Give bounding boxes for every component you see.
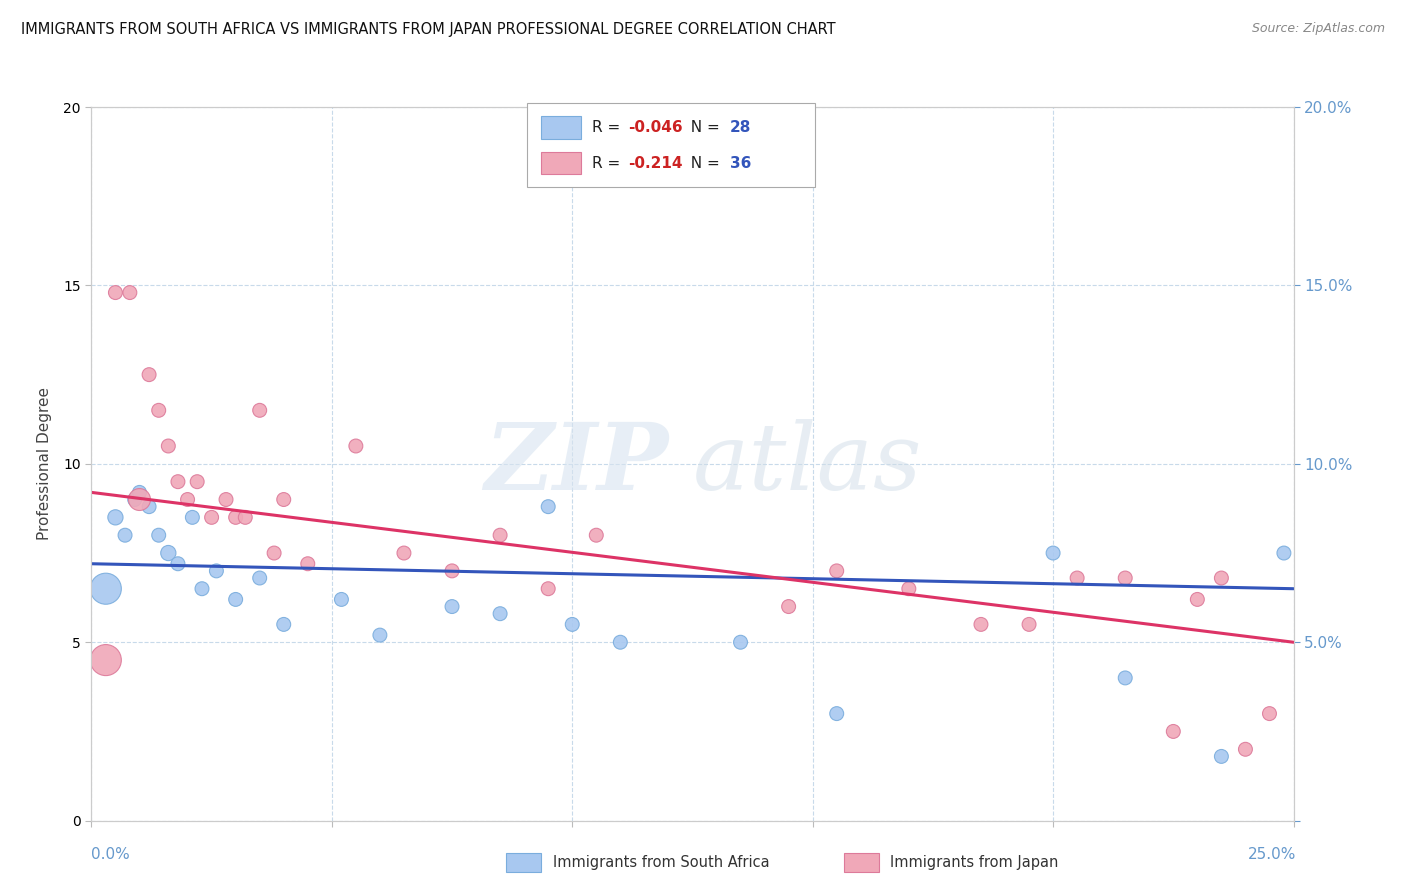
Point	[392, 546, 415, 560]
Text: Source: ZipAtlas.com: Source: ZipAtlas.com	[1251, 22, 1385, 36]
Point	[297, 557, 319, 571]
Point	[118, 285, 141, 300]
Text: N =: N =	[681, 120, 724, 135]
Point	[778, 599, 800, 614]
Point	[489, 528, 512, 542]
Text: IMMIGRANTS FROM SOUTH AFRICA VS IMMIGRANTS FROM JAPAN PROFESSIONAL DEGREE CORREL: IMMIGRANTS FROM SOUTH AFRICA VS IMMIGRAN…	[21, 22, 835, 37]
Text: 28: 28	[730, 120, 751, 135]
Text: R =: R =	[592, 156, 626, 170]
Point	[368, 628, 391, 642]
Point	[191, 582, 214, 596]
Point	[330, 592, 353, 607]
Point	[1114, 571, 1136, 585]
Point	[157, 546, 180, 560]
Point	[1018, 617, 1040, 632]
Point	[1234, 742, 1257, 756]
Point	[263, 546, 285, 560]
Point	[233, 510, 256, 524]
Point	[609, 635, 631, 649]
Point	[1066, 571, 1088, 585]
Point	[138, 368, 160, 382]
Point	[585, 528, 607, 542]
Point	[148, 403, 170, 417]
Text: atlas: atlas	[692, 419, 922, 508]
Point	[128, 492, 150, 507]
Point	[537, 582, 560, 596]
Point	[157, 439, 180, 453]
Point	[148, 528, 170, 542]
Point	[225, 510, 247, 524]
Point	[176, 492, 198, 507]
Text: 0.0%: 0.0%	[91, 847, 131, 862]
Text: 36: 36	[730, 156, 751, 170]
Point	[1187, 592, 1209, 607]
Text: R =: R =	[592, 120, 626, 135]
Point	[537, 500, 560, 514]
Point	[1211, 749, 1233, 764]
Point	[181, 510, 204, 524]
Point	[825, 564, 848, 578]
Point	[167, 475, 190, 489]
Point	[440, 599, 463, 614]
Point	[104, 510, 127, 524]
Point	[970, 617, 993, 632]
Point	[1161, 724, 1184, 739]
Text: N =: N =	[681, 156, 724, 170]
Point	[344, 439, 367, 453]
Point	[273, 492, 295, 507]
Point	[561, 617, 583, 632]
Text: Immigrants from Japan: Immigrants from Japan	[890, 855, 1059, 870]
Text: ZIP: ZIP	[484, 419, 668, 508]
Point	[825, 706, 848, 721]
Point	[215, 492, 238, 507]
Text: -0.046: -0.046	[628, 120, 683, 135]
Point	[205, 564, 228, 578]
Point	[225, 592, 247, 607]
Point	[1114, 671, 1136, 685]
Point	[249, 571, 271, 585]
Point	[128, 485, 150, 500]
Point	[1258, 706, 1281, 721]
Text: Immigrants from South Africa: Immigrants from South Africa	[553, 855, 769, 870]
Text: 25.0%: 25.0%	[1249, 847, 1296, 862]
Point	[1042, 546, 1064, 560]
Point	[1272, 546, 1295, 560]
Point	[249, 403, 271, 417]
Point	[186, 475, 208, 489]
Point	[94, 653, 117, 667]
Point	[167, 557, 190, 571]
Point	[730, 635, 752, 649]
Point	[440, 564, 463, 578]
Point	[1211, 571, 1233, 585]
Point	[273, 617, 295, 632]
Point	[114, 528, 136, 542]
Point	[200, 510, 222, 524]
Y-axis label: Professional Degree: Professional Degree	[37, 387, 52, 541]
Text: -0.214: -0.214	[628, 156, 683, 170]
Point	[124, 492, 146, 507]
Point	[94, 582, 117, 596]
Point	[138, 500, 160, 514]
Point	[489, 607, 512, 621]
Point	[897, 582, 920, 596]
Point	[104, 285, 127, 300]
